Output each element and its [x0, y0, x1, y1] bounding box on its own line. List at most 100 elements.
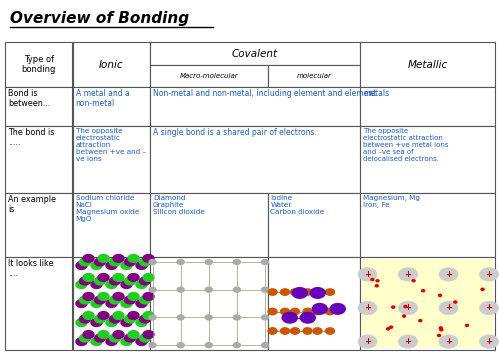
Circle shape	[398, 335, 417, 348]
Text: Type of
bonding: Type of bonding	[22, 55, 56, 74]
Circle shape	[110, 277, 120, 285]
Circle shape	[439, 335, 458, 348]
Circle shape	[80, 334, 90, 342]
Text: It looks like
....: It looks like ....	[8, 259, 54, 278]
Circle shape	[124, 334, 136, 342]
Circle shape	[290, 289, 300, 295]
Bar	[5, 87, 72, 126]
Circle shape	[466, 324, 468, 326]
Circle shape	[392, 306, 394, 308]
Text: Sodium chloride
NaCl
Magnesium oxide
MgO: Sodium chloride NaCl Magnesium oxide MgO	[76, 195, 139, 222]
Bar	[5, 257, 72, 350]
Circle shape	[234, 315, 240, 320]
Circle shape	[439, 301, 458, 315]
Circle shape	[313, 289, 322, 295]
Circle shape	[83, 255, 94, 262]
Circle shape	[386, 328, 390, 330]
Circle shape	[398, 268, 417, 281]
Circle shape	[83, 312, 94, 319]
Circle shape	[206, 287, 212, 292]
Circle shape	[440, 327, 442, 329]
Circle shape	[480, 301, 498, 315]
Text: Ionic: Ionic	[99, 59, 124, 70]
Bar	[150, 193, 268, 257]
Circle shape	[91, 338, 102, 346]
Circle shape	[177, 259, 184, 264]
Circle shape	[140, 277, 150, 285]
Circle shape	[110, 334, 120, 342]
Circle shape	[124, 315, 136, 323]
Circle shape	[268, 308, 277, 315]
Circle shape	[76, 262, 87, 269]
Circle shape	[480, 335, 498, 348]
Circle shape	[330, 304, 345, 314]
Bar	[360, 257, 495, 350]
Text: +: +	[404, 270, 411, 279]
Circle shape	[402, 315, 406, 317]
Circle shape	[149, 259, 156, 264]
Circle shape	[419, 320, 422, 322]
Circle shape	[412, 280, 415, 282]
Text: A single bond is a shared pair of electrons.: A single bond is a shared pair of electr…	[153, 128, 317, 137]
Circle shape	[94, 277, 106, 285]
Circle shape	[136, 262, 147, 269]
Bar	[360, 42, 495, 87]
Circle shape	[128, 312, 139, 319]
Circle shape	[149, 287, 156, 292]
Circle shape	[290, 308, 300, 315]
Circle shape	[303, 289, 312, 295]
Circle shape	[80, 315, 90, 323]
Circle shape	[206, 259, 212, 264]
Text: +: +	[445, 303, 452, 313]
Circle shape	[326, 328, 334, 334]
Circle shape	[177, 343, 184, 348]
Circle shape	[94, 296, 106, 304]
Circle shape	[94, 315, 106, 323]
Circle shape	[76, 319, 87, 326]
Circle shape	[280, 289, 289, 295]
Text: +: +	[364, 303, 371, 313]
Circle shape	[313, 308, 322, 315]
Circle shape	[292, 287, 307, 298]
Circle shape	[438, 294, 442, 296]
Bar	[360, 126, 495, 193]
Circle shape	[91, 299, 102, 307]
Circle shape	[110, 296, 120, 304]
Circle shape	[481, 288, 484, 290]
Text: Diamond
Graphite
Silicon dioxide: Diamond Graphite Silicon dioxide	[153, 195, 205, 215]
Circle shape	[143, 331, 154, 338]
Circle shape	[390, 326, 392, 328]
Circle shape	[438, 335, 440, 337]
Circle shape	[143, 292, 154, 300]
Text: molecular: molecular	[296, 73, 331, 79]
Circle shape	[98, 274, 109, 281]
Circle shape	[113, 292, 124, 300]
Text: +: +	[486, 303, 492, 313]
Circle shape	[480, 268, 498, 281]
Circle shape	[76, 299, 87, 307]
Circle shape	[300, 312, 315, 323]
Text: Bond is
between...: Bond is between...	[8, 89, 50, 108]
Circle shape	[206, 315, 212, 320]
Circle shape	[303, 328, 312, 334]
Circle shape	[91, 262, 102, 269]
Bar	[360, 87, 495, 126]
Circle shape	[177, 287, 184, 292]
Circle shape	[206, 343, 212, 348]
Circle shape	[124, 258, 136, 266]
Circle shape	[76, 281, 87, 289]
Text: +: +	[364, 270, 371, 279]
Circle shape	[113, 312, 124, 319]
Circle shape	[136, 299, 147, 307]
Circle shape	[80, 296, 90, 304]
Circle shape	[94, 258, 106, 266]
Circle shape	[124, 296, 136, 304]
Circle shape	[371, 279, 374, 281]
Circle shape	[140, 258, 150, 266]
Circle shape	[303, 308, 312, 315]
Text: Overview of Bonding: Overview of Bonding	[10, 11, 189, 25]
Circle shape	[262, 315, 268, 320]
Circle shape	[454, 301, 457, 303]
Bar	[5, 126, 72, 193]
Circle shape	[106, 338, 117, 346]
